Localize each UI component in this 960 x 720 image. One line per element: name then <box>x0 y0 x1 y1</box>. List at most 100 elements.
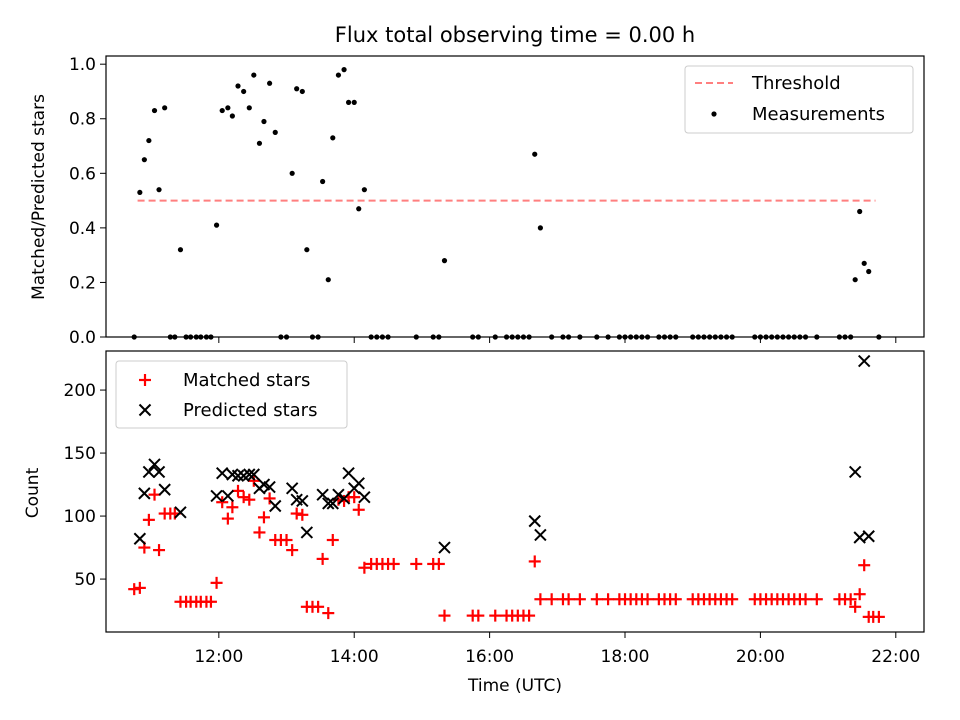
bottom-legend-box <box>115 360 348 429</box>
measurement-point <box>272 129 278 135</box>
bottom-x-tick-label: 16:00 <box>465 647 514 667</box>
matched-star-point <box>257 511 270 524</box>
top-y-tick-label: 1.0 <box>69 55 96 75</box>
matched-star-point <box>263 492 276 505</box>
bottom-axes-frame <box>105 350 925 633</box>
measurement-point <box>304 247 310 253</box>
predicted-star-point <box>142 465 156 479</box>
matched-star-point <box>232 484 245 497</box>
bottom-x-tick-label: 14:00 <box>330 647 379 667</box>
measurement-point <box>213 222 220 228</box>
top-y-tick-label: 0.2 <box>69 273 96 293</box>
predicted-star-point <box>174 506 187 519</box>
measurement-point <box>857 208 863 215</box>
matched-star-point <box>523 609 536 622</box>
x-axis-label: Time (UTC) <box>467 676 562 696</box>
predicted-star-point <box>857 354 871 368</box>
matched-star-point <box>387 557 400 570</box>
predicted-star-point <box>528 514 541 528</box>
measurement-point <box>146 137 152 144</box>
matched-star-point <box>216 496 229 509</box>
bottom-y-tick-label: 150 <box>64 444 96 464</box>
measurement-point <box>299 88 305 95</box>
matched-star-point <box>221 512 234 525</box>
legend-plus-marker <box>139 374 151 386</box>
matched-star-point <box>247 474 260 487</box>
top-y-tick-label: 0.4 <box>69 219 96 239</box>
matched-star-point <box>590 593 603 606</box>
measurement-point <box>256 140 263 146</box>
matched-star-point <box>237 491 250 504</box>
measurement-point <box>351 99 357 105</box>
matched-star-point <box>534 593 547 606</box>
matched-star-point <box>602 593 615 606</box>
measurement-point <box>289 170 295 176</box>
predicted-star-point <box>148 458 161 471</box>
matched-star-point <box>849 600 862 613</box>
measurement-point <box>345 99 352 105</box>
bottom-y-axis: 50 100 150 200 <box>64 381 106 590</box>
measurement-point <box>861 260 867 266</box>
matched-star-point <box>286 544 299 557</box>
matched-star-point <box>410 557 423 570</box>
measurement-point <box>156 187 162 193</box>
matched-star-point <box>726 593 739 606</box>
measurement-point <box>261 118 267 125</box>
top-x-axis <box>218 337 897 343</box>
top-panel: 0.0 0.2 0.4 0.6 0.8 1.0 Matched/Predicted sta… <box>29 55 925 348</box>
top-y-tick-label: 0.8 <box>69 110 96 130</box>
measurement-point <box>866 268 872 275</box>
predicted-star-point <box>326 497 339 510</box>
matched-star-point <box>352 503 365 516</box>
legend-predicted-label: Predicted stars <box>183 400 317 421</box>
predicted-star-point <box>216 467 229 480</box>
matched-star-point <box>280 534 293 547</box>
bottom-y-tick-label: 200 <box>64 381 96 401</box>
measurement-point <box>441 258 448 264</box>
predicted-star-point <box>247 468 261 481</box>
matched-star-point <box>432 557 445 570</box>
matched-star-point <box>472 609 485 622</box>
predicted-star-point <box>210 489 223 503</box>
matched-star-point <box>253 526 266 539</box>
predicted-star-point <box>316 488 329 501</box>
measurement-point <box>219 107 225 114</box>
matched-star-point <box>296 508 309 521</box>
legend-measurements-swatch <box>711 111 717 117</box>
legend-x-marker <box>138 403 152 417</box>
measurement-point <box>267 80 273 86</box>
predicted-star-point <box>848 465 862 479</box>
matched-star-point <box>204 595 217 608</box>
bottom-y-tick-label: 100 <box>64 507 96 527</box>
measurement-point <box>852 277 858 283</box>
predicted-star-point <box>332 488 345 501</box>
measurement-point <box>229 113 235 119</box>
matched-star-point <box>810 593 823 606</box>
top-y-axis: 0.0 0.2 0.4 0.6 0.8 1.0 <box>69 55 106 348</box>
predicted-star-point <box>138 487 151 500</box>
matched-star-point <box>562 593 575 606</box>
top-y-tick-label: 0.6 <box>69 164 96 184</box>
matched-star-point <box>142 513 155 526</box>
bottom-x-axis: 12:00 14:00 16:00 18:00 20:00 22:00 <box>194 632 920 667</box>
measurement-point <box>356 206 362 212</box>
matched-star-point <box>528 555 541 568</box>
predicted-star-point <box>231 469 245 482</box>
matched-star-point <box>669 593 682 606</box>
chart-title: Flux total observing time = 0.00 h <box>335 23 695 47</box>
top-y-tick-label: 0.0 <box>69 328 96 348</box>
matched-star-point <box>226 501 239 514</box>
measurement-point <box>325 277 331 283</box>
predicted-star-point <box>243 468 256 481</box>
measurement-point <box>361 187 367 193</box>
bottom-legend: Matched stars Predicted stars <box>115 360 348 429</box>
predicted-star-point <box>296 494 309 508</box>
measurement-point <box>294 86 300 92</box>
predicted-star-point <box>534 528 547 542</box>
bottom-plot-area <box>128 354 885 623</box>
bottom-x-tick-label: 18:00 <box>601 647 650 667</box>
legend-matched-label: Matched stars <box>183 370 310 391</box>
measurement-point <box>151 107 158 114</box>
matched-star-point <box>438 609 451 622</box>
